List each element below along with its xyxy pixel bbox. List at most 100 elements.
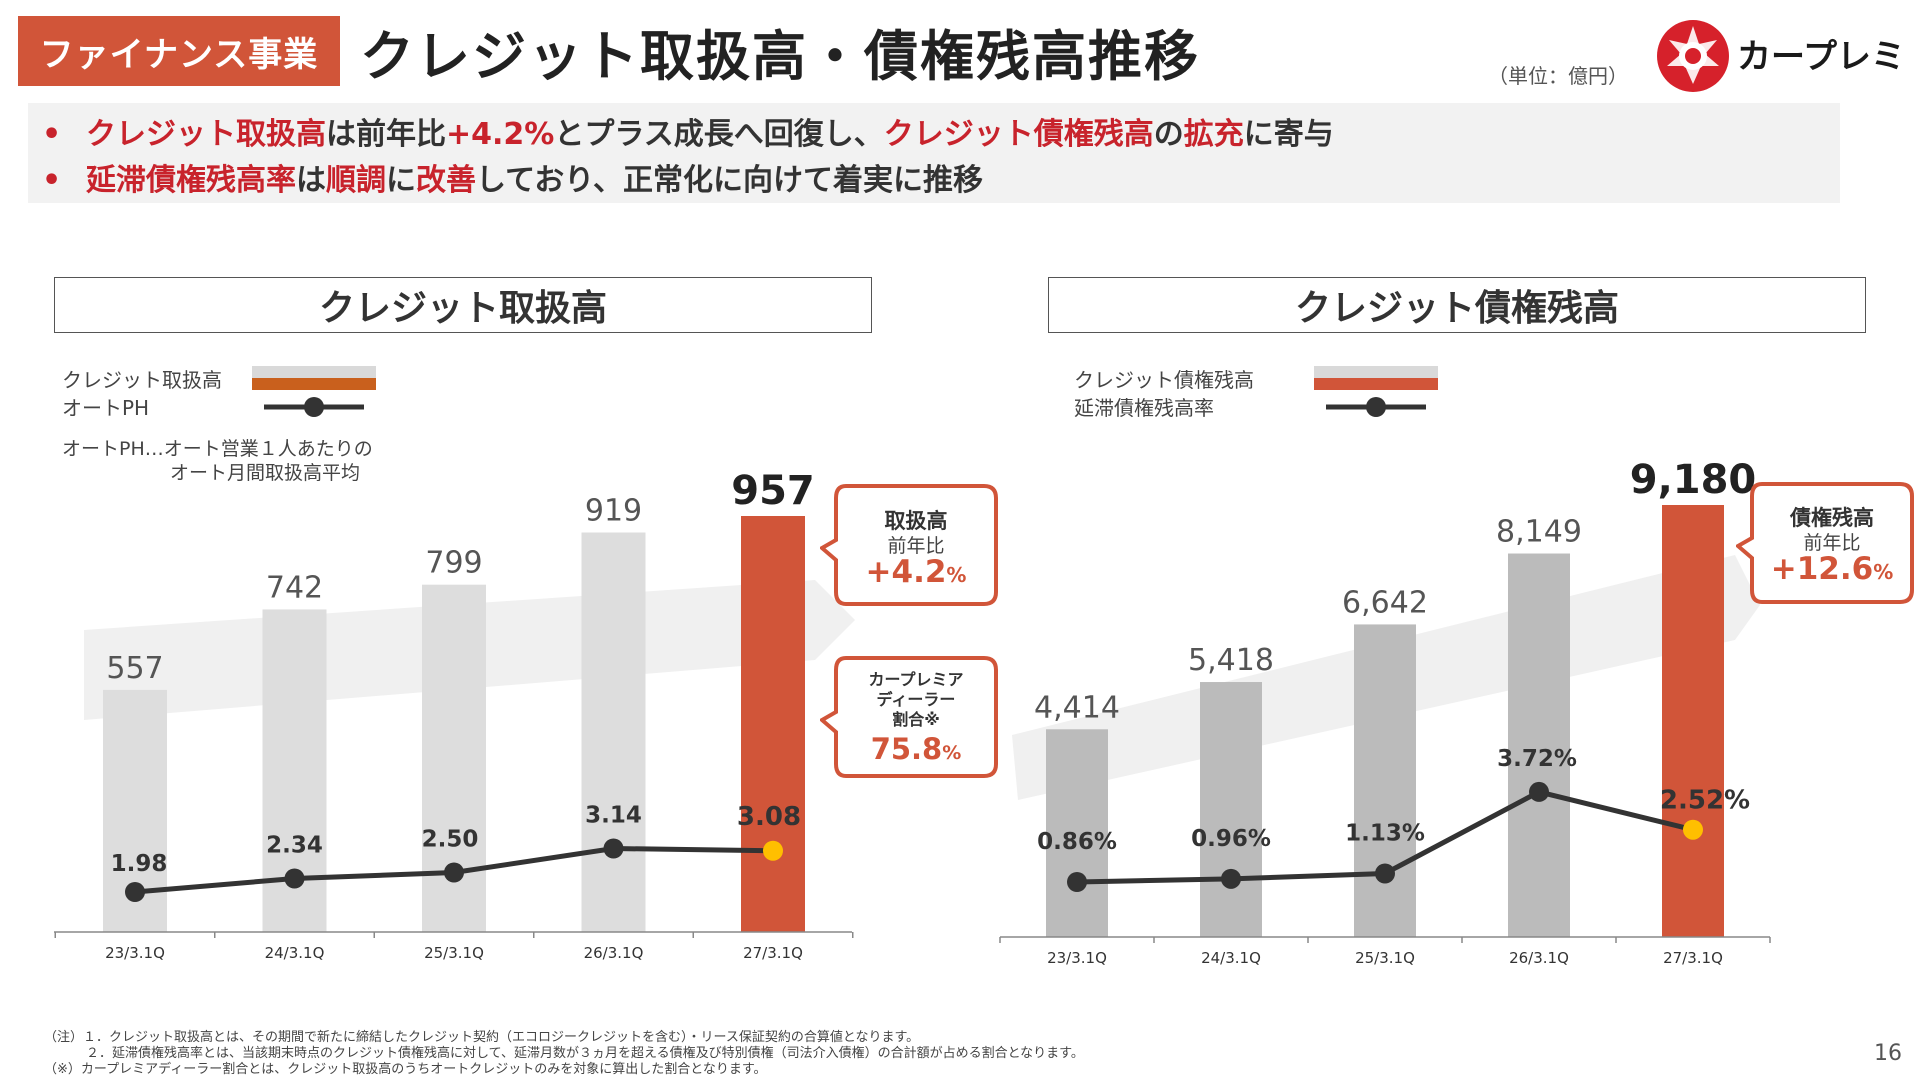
- right-legend-swatches: [1314, 366, 1438, 417]
- summary-highlight: 改善: [416, 163, 476, 198]
- bar-value-label: 5,418: [1188, 643, 1274, 678]
- summary-highlight: クレジット債権残高: [883, 117, 1154, 152]
- bar: [1508, 553, 1570, 937]
- left-legend-note-2: オート月間取扱高平均: [170, 462, 361, 484]
- callout-value-unit: %: [1873, 560, 1894, 584]
- line-point: [284, 868, 305, 889]
- left-yoy-callout: [820, 484, 998, 606]
- line-value-label: 3.72%: [1497, 746, 1577, 772]
- summary-text: の: [1153, 117, 1184, 152]
- legend-bar-swatch-orange: [252, 378, 376, 390]
- legend-bar-swatch-gray: [1314, 366, 1438, 378]
- left-legend-bar-label: クレジット取扱高: [62, 368, 222, 392]
- summary-highlight: +4.2%: [446, 117, 555, 152]
- legend-line-marker: [1366, 397, 1386, 417]
- bar: [1662, 505, 1724, 937]
- line-point: [1529, 781, 1549, 802]
- left-dealer-callout-title: カープレミア ディーラー 割合※: [836, 670, 996, 730]
- right-legend-bar-label: クレジット債権残高: [1074, 368, 1254, 392]
- footnote-1: （注）１．クレジット取扱高とは、その期間で新たに締結したクレジット契約（エコロジ…: [44, 1030, 920, 1045]
- x-tick-label: 24/3.1Q: [265, 944, 325, 962]
- line-value-label: 2.34: [266, 833, 323, 859]
- left-yoy-callout-value: +4.2%: [836, 554, 996, 590]
- bar-value-label: 8,149: [1496, 515, 1582, 550]
- bar-value-label: 4,414: [1034, 690, 1120, 725]
- summary-box: • クレジット取扱高は前年比+4.2%とプラス成長へ回復し、クレジット債権残高の拡…: [28, 103, 1840, 203]
- right-yoy-callout-value: +12.6%: [1752, 551, 1912, 587]
- footnote-2: ２．延滞債権残高率とは、当該期末時点のクレジット債権残高に対して、延滞月数が３ヵ…: [86, 1046, 1084, 1061]
- bar: [1354, 624, 1416, 937]
- unit-label: （単位：億円）: [1488, 64, 1628, 88]
- section-badge: ファイナンス事業: [18, 16, 340, 86]
- line-point: [603, 838, 624, 859]
- x-tick-label: 26/3.1Q: [584, 944, 644, 962]
- x-tick-label: 27/3.1Q: [743, 944, 803, 962]
- page-title: クレジット取扱高・債権残高推移: [360, 25, 1200, 88]
- callout-line: ディーラー: [876, 690, 956, 709]
- page-number: 16: [1874, 1041, 1902, 1066]
- bar-value-label: 9,180: [1630, 457, 1757, 503]
- summary-text: に寄与: [1243, 117, 1334, 152]
- right-chart-header: クレジット債権残高: [1048, 277, 1866, 333]
- right-legend-line-label: 延滞債権残高率: [1074, 396, 1214, 420]
- callout-value-number: +4.2: [865, 554, 947, 590]
- callout-value-number: +12.6: [1770, 551, 1874, 587]
- summary-line-1: • クレジット取扱高は前年比+4.2%とプラス成長へ回復し、クレジット債権残高の拡…: [28, 109, 1334, 153]
- left-chart-header: クレジット取扱高: [54, 277, 872, 333]
- line-point: [444, 862, 464, 883]
- right-yoy-callout-title: 債権残高: [1790, 506, 1874, 530]
- callout-value-unit: %: [942, 742, 962, 764]
- left-legend-swatches: [252, 366, 376, 417]
- summary-line-2: • 延滞債権残高率は順調に改善しており、正常化に向けて着実に推移: [28, 155, 983, 199]
- x-tick-label: 24/3.1Q: [1201, 949, 1261, 967]
- bar: [741, 516, 805, 932]
- summary-text: に: [386, 163, 416, 198]
- bar-value-label: 957: [731, 468, 815, 514]
- summary-highlight: 順調: [326, 163, 386, 198]
- bar-value-label: 799: [425, 546, 482, 581]
- line-value-label: 1.13%: [1345, 820, 1425, 846]
- left-yoy-callout-sub: 前年比: [887, 535, 945, 557]
- summary-text: しており、正常化に向けて着実に推移: [476, 163, 983, 198]
- callout-line: カープレミア: [868, 670, 964, 689]
- bar-value-label: 742: [266, 570, 323, 605]
- summary-highlight: クレジット取扱高: [86, 117, 326, 152]
- line-value-label: 3.14: [585, 803, 642, 829]
- left-dealer-callout-value: 75.8%: [836, 732, 996, 766]
- brand-mark-icon: カープレミア: [1657, 20, 1920, 92]
- line-point: [1683, 819, 1703, 840]
- line-point: [1375, 863, 1395, 884]
- line-point: [125, 882, 145, 902]
- x-tick-label: 27/3.1Q: [1663, 949, 1723, 967]
- left-dealer-callout: [820, 656, 998, 778]
- callout-value-unit: %: [946, 563, 967, 587]
- bar-value-label: 919: [585, 494, 642, 529]
- brand-logo: カープレミア: [1655, 18, 1920, 94]
- bullet-mark: •: [42, 117, 62, 152]
- line-point: [1221, 868, 1241, 889]
- callout-line: 割合※: [892, 710, 940, 729]
- x-tick-label: 25/3.1Q: [1355, 949, 1415, 967]
- x-tick-label: 23/3.1Q: [105, 944, 165, 962]
- line-value-label: 0.86%: [1037, 829, 1117, 855]
- legend-bar-swatch-red: [1314, 378, 1438, 390]
- brand-name: カープレミア: [1737, 37, 1907, 77]
- left-yoy-callout-title: 取扱高: [884, 509, 948, 533]
- left-legend-line-label: オートPH: [62, 396, 150, 420]
- line-point: [1067, 872, 1087, 892]
- line-value-label: 2.52%: [1660, 786, 1750, 816]
- x-tick-label: 25/3.1Q: [424, 944, 484, 962]
- summary-text: は: [296, 163, 326, 198]
- line-value-label: 0.96%: [1191, 826, 1271, 852]
- right-yoy-callout: [1736, 482, 1914, 604]
- right-yoy-callout-sub: 前年比: [1803, 532, 1861, 554]
- line-value-label: 2.50: [422, 827, 479, 853]
- summary-highlight: 拡充: [1183, 117, 1244, 152]
- left-legend-note-1: オートPH…オート営業１人あたりの: [62, 438, 373, 460]
- bar-value-label: 557: [106, 651, 163, 686]
- x-tick-label: 26/3.1Q: [1509, 949, 1569, 967]
- x-tick-label: 23/3.1Q: [1047, 949, 1107, 967]
- summary-text: とプラス成長へ回復し、: [554, 117, 884, 152]
- legend-bar-swatch-gray: [252, 366, 376, 378]
